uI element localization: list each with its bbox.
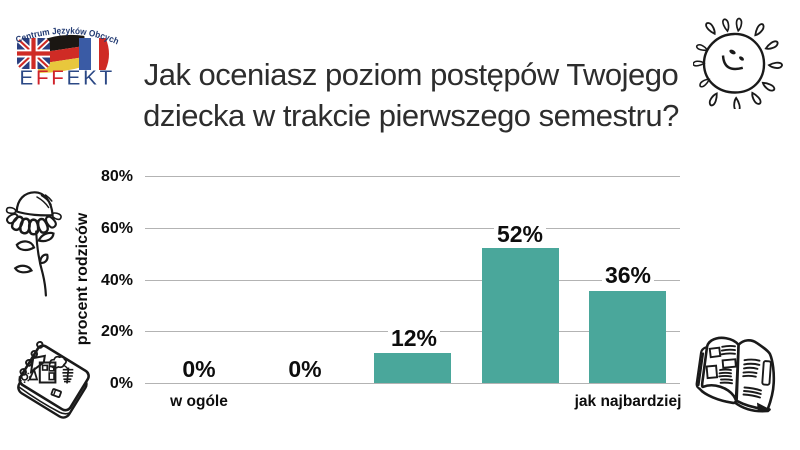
svg-text:EFFEKT: EFFEKT (20, 67, 115, 90)
